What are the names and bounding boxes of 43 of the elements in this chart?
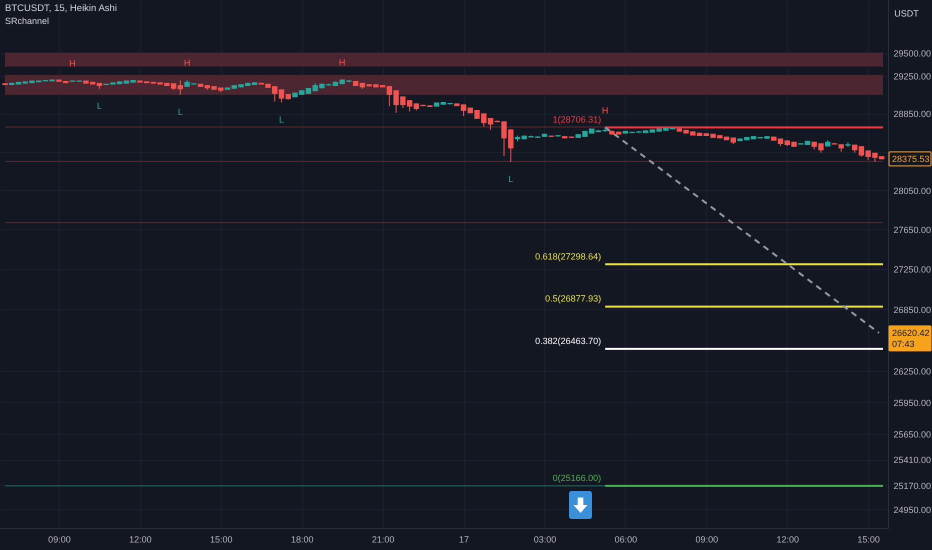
series-label: 0.618(27298.64) xyxy=(535,251,602,262)
x-tick-label: 17 xyxy=(459,534,470,544)
y-tick-label: 28850.00 xyxy=(894,109,932,120)
annotation: H xyxy=(602,105,608,116)
x-tick-label: 09:00 xyxy=(48,534,71,544)
chart-title: BTCUSDT, 15, Heikin Ashi xyxy=(5,3,117,14)
series-label: 0.5(26877.93) xyxy=(545,294,602,304)
y-tick-label: 27650.00 xyxy=(894,224,932,235)
annotation: L xyxy=(278,114,284,124)
series-label: 0.382(26463.70) xyxy=(535,336,602,346)
x-tick-label: 09:00 xyxy=(696,534,718,544)
y-tick-label: 29250.00 xyxy=(894,72,932,82)
y-tick-label: 25410.00 xyxy=(894,455,932,466)
annotation: L xyxy=(96,100,102,111)
annotation: L xyxy=(178,106,183,117)
y-axis-title: USDT xyxy=(894,8,920,18)
y-tick-label: 25170.00 xyxy=(894,480,932,491)
y-tick-label: 26250.00 xyxy=(894,366,932,377)
annotation: H xyxy=(184,58,190,68)
y-tick-label: 25650.00 xyxy=(894,430,932,440)
annotation: L xyxy=(508,174,514,184)
text: 07:43 xyxy=(892,338,915,349)
y-tick-label: 28050.00 xyxy=(894,186,932,196)
annotation: H xyxy=(69,58,76,68)
data-label: 26620.42 xyxy=(892,328,930,338)
text: SRchannel xyxy=(5,16,50,26)
text: 28375.53 xyxy=(892,154,930,164)
x-tick-label: 06:00 xyxy=(614,534,638,544)
y-tick-label: 26850.00 xyxy=(894,304,932,315)
x-tick-label: 18:00 xyxy=(290,534,314,544)
y-tick-label: 27250.00 xyxy=(894,264,932,275)
y-tick-label: 25950.00 xyxy=(894,398,932,408)
x-tick-label: 12:00 xyxy=(129,534,152,544)
x-tick-label: 15:00 xyxy=(857,534,880,544)
annotation: H xyxy=(338,57,346,68)
y-tick-label: 24950.00 xyxy=(894,504,932,515)
x-tick-label: 15:00 xyxy=(210,534,233,544)
x-tick-label: 21:00 xyxy=(372,534,394,544)
y-tick-label: 29500.00 xyxy=(894,48,932,59)
x-tick-label: 03:00 xyxy=(534,534,556,544)
series-label: 1(28706.31) xyxy=(552,114,602,124)
x-tick-label: 12:00 xyxy=(776,534,800,544)
series-label: 0(25166.00) xyxy=(552,472,602,483)
